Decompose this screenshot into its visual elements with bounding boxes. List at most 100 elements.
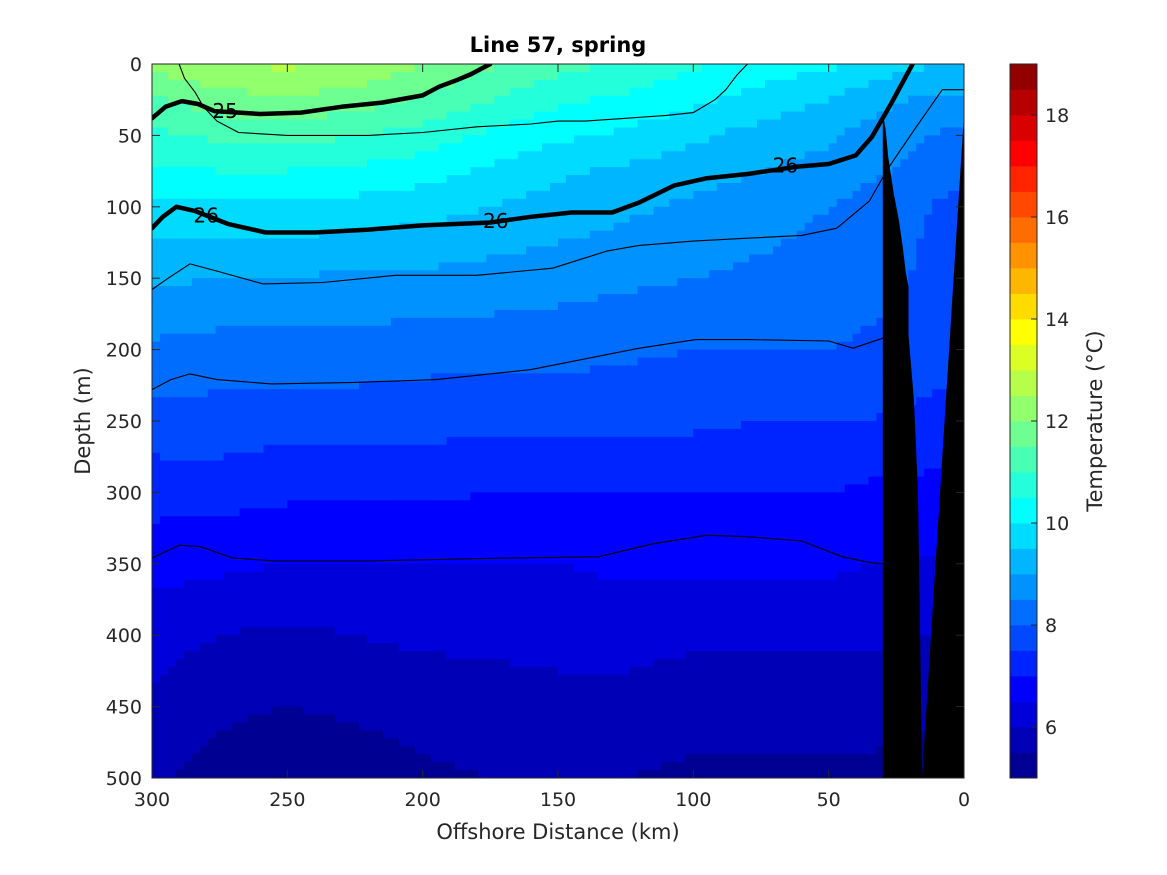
temperature-cell (247, 428, 257, 438)
temperature-cell (470, 214, 479, 224)
temperature-cell (526, 230, 535, 240)
temperature-cell (239, 325, 249, 335)
temperature-cell (884, 143, 893, 152)
temperature-cell (558, 143, 567, 152)
temperature-cell (366, 183, 376, 192)
temperature-cell (550, 349, 559, 359)
temperature-cell (231, 357, 241, 367)
temperature-cell (693, 159, 702, 168)
temperature-cell (876, 413, 885, 422)
temperature-cell (629, 294, 639, 303)
temperature-cell (478, 286, 487, 295)
temperature-cell (358, 254, 368, 263)
temperature-cell (709, 262, 718, 271)
temperature-cell (542, 278, 551, 287)
temperature-cell (430, 317, 440, 327)
temperature-cell (892, 159, 901, 168)
temperature-cell (757, 421, 766, 430)
temperature-cell (518, 270, 527, 279)
temperature-cell (358, 206, 368, 216)
temperature-cell (613, 238, 623, 248)
temperature-cell (191, 71, 201, 81)
temperature-cell (788, 444, 798, 454)
temperature-cell (780, 365, 790, 374)
temperature-cell (223, 278, 233, 287)
temperature-cell (366, 175, 376, 184)
temperature-cell (836, 79, 846, 89)
temperature-cell (382, 111, 392, 121)
temperature-cell (279, 95, 288, 105)
temperature-cell (518, 143, 527, 152)
temperature-cell (908, 349, 917, 359)
temperature-cell (741, 230, 750, 240)
temperature-cell (374, 151, 384, 160)
temperature-cell (876, 95, 885, 105)
temperature-cell (255, 159, 265, 168)
temperature-cell (597, 421, 607, 430)
temperature-cell (271, 183, 280, 192)
temperature-cell (788, 119, 798, 129)
temperature-cell (366, 373, 376, 382)
temperature-cell (295, 254, 304, 263)
temperature-cell (263, 381, 273, 390)
temperature-cell (565, 127, 575, 136)
temperature-cell (550, 183, 559, 192)
temperature-cell (382, 436, 392, 446)
temperature-cell (589, 175, 599, 184)
temperature-cell (486, 397, 495, 406)
temperature-cell (852, 198, 862, 208)
temperature-cell (685, 302, 694, 311)
temperature-cell (335, 341, 344, 351)
temperature-cell (295, 167, 304, 176)
temperature-cell (637, 143, 647, 152)
temperature-cell (295, 87, 304, 97)
temperature-cell (764, 135, 774, 144)
temperature-cell (295, 159, 304, 168)
temperature-cell (343, 222, 352, 232)
temperature-cell (876, 143, 885, 152)
temperature-cell (287, 294, 296, 303)
temperature-cell (215, 175, 225, 184)
temperature-cell (812, 135, 822, 144)
temperature-cell (677, 428, 686, 438)
temperature-cell (271, 135, 280, 144)
temperature-cell (645, 175, 655, 184)
temperature-cell (844, 254, 854, 263)
temperature-cell (510, 230, 519, 240)
temperature-cell (430, 159, 440, 168)
temperature-cell (414, 87, 424, 97)
temperature-cell (478, 183, 487, 192)
temperature-cell (725, 222, 734, 232)
temperature-cell (351, 278, 360, 287)
temperature-cell (518, 159, 527, 168)
temperature-cell (454, 254, 464, 263)
temperature-cell (573, 389, 583, 398)
temperature-cell (390, 302, 400, 311)
temperature-cell (446, 95, 456, 105)
temperature-cell (637, 365, 647, 374)
temperature-cell (812, 325, 822, 335)
temperature-cell (366, 230, 376, 240)
temperature-cell (558, 436, 567, 446)
temperature-cell (860, 381, 870, 390)
temperature-cell (717, 119, 726, 129)
temperature-cell (343, 198, 352, 208)
temperature-cell (900, 246, 909, 255)
temperature-cell (526, 103, 535, 113)
temperature-cell (932, 95, 941, 105)
temperature-cell (319, 341, 328, 351)
temperature-cell (542, 309, 551, 319)
temperature-cell (486, 151, 495, 160)
temperature-cell (534, 79, 543, 89)
temperature-cell (828, 230, 838, 240)
temperature-cell (804, 389, 814, 398)
temperature-cell (828, 286, 838, 295)
temperature-cell (685, 444, 694, 454)
temperature-cell (701, 159, 710, 168)
temperature-cell (693, 111, 702, 121)
temperature-cell (701, 413, 710, 422)
temperature-cell (502, 119, 511, 129)
temperature-cell (446, 71, 456, 81)
temperature-cell (199, 444, 209, 454)
temperature-cell (311, 317, 320, 327)
